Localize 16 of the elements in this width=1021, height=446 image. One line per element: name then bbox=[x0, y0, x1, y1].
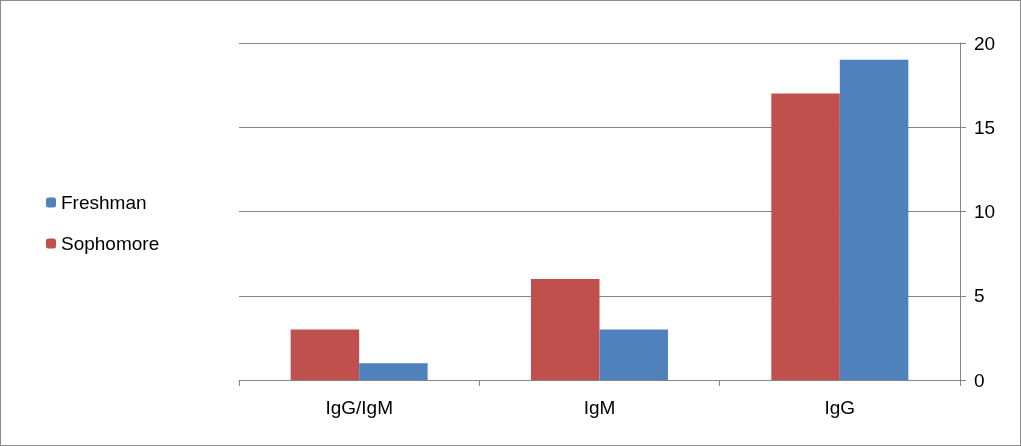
y-tick-label: 5 bbox=[974, 285, 985, 307]
bar bbox=[771, 93, 840, 380]
x-tick-label: IgG bbox=[824, 397, 856, 418]
y-tick-label: 15 bbox=[974, 116, 996, 138]
x-tick-label: IgM bbox=[583, 397, 616, 418]
legend-label: Sophomore bbox=[61, 233, 160, 254]
y-tick-label: 10 bbox=[974, 201, 996, 222]
bar bbox=[531, 278, 600, 380]
bar bbox=[359, 363, 428, 380]
y-tick-label: 20 bbox=[974, 32, 996, 54]
bar bbox=[839, 59, 909, 380]
bar bbox=[599, 329, 668, 380]
y-tick-label: 0 bbox=[974, 369, 985, 391]
bar bbox=[290, 329, 360, 380]
legend-label: Freshman bbox=[61, 192, 147, 213]
x-tick-label: IgG/IgM bbox=[325, 397, 393, 418]
